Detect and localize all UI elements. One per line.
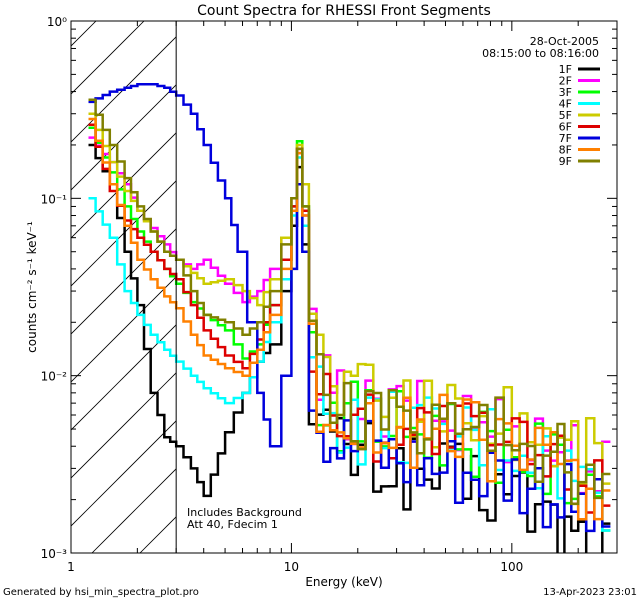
axes: 1 10 100 10⁰ 10⁻¹ 10⁻² 10⁻³ (41, 15, 618, 574)
hatched-region (71, 21, 177, 553)
footer-generator: Generated by hsi_min_spectra_plot.pro (3, 587, 199, 598)
x-tick-label: 1 (67, 560, 75, 574)
chart-title: Count Spectra for RHESSI Front Segments (197, 3, 491, 19)
legend-label-1F: 1F (559, 63, 572, 76)
plot-frame (70, 20, 618, 554)
legend-label-5F: 5F (559, 109, 572, 122)
series-line-5F (88, 112, 611, 486)
time-range: 08:15:00 to 08:16:00 (482, 47, 599, 60)
legend-label-2F: 2F (559, 75, 572, 88)
y-tick-label: 10⁻³ (41, 547, 68, 561)
y-tick-label: 10⁰ (47, 15, 67, 29)
series-line-6F (88, 123, 611, 514)
series-line-2F (88, 136, 611, 495)
series-line-8F (88, 117, 611, 521)
legend-label-8F: 8F (559, 144, 572, 157)
series-line-3F (88, 126, 611, 532)
annotation-background: Includes Background (187, 506, 302, 519)
x-tick-label: 100 (500, 560, 523, 574)
y-tick-label: 10⁻¹ (41, 192, 68, 206)
x-axis-label: Energy (keV) (305, 575, 382, 589)
y-axis-label: counts cm⁻² s⁻¹ keV⁻¹ (25, 221, 39, 353)
legend-label-4F: 4F (559, 98, 572, 111)
series-lines (88, 82, 611, 553)
legend-label-7F: 7F (559, 132, 572, 145)
legend-label-9F: 9F (559, 155, 572, 168)
legend-label-3F: 3F (559, 86, 572, 99)
footer-timestamp: 13-Apr-2023 23:01 (543, 587, 637, 598)
legend-label-6F: 6F (559, 121, 572, 134)
x-tick-label: 10 (284, 560, 299, 574)
series-line-9F (88, 98, 611, 506)
y-tick-label: 10⁻² (41, 370, 68, 384)
date-label: 28-Oct-2005 (530, 35, 599, 48)
series-line-4F (88, 156, 611, 532)
annotation-attenuator: Att 40, Fdecim 1 (187, 518, 278, 531)
series-line-1F (88, 143, 611, 553)
